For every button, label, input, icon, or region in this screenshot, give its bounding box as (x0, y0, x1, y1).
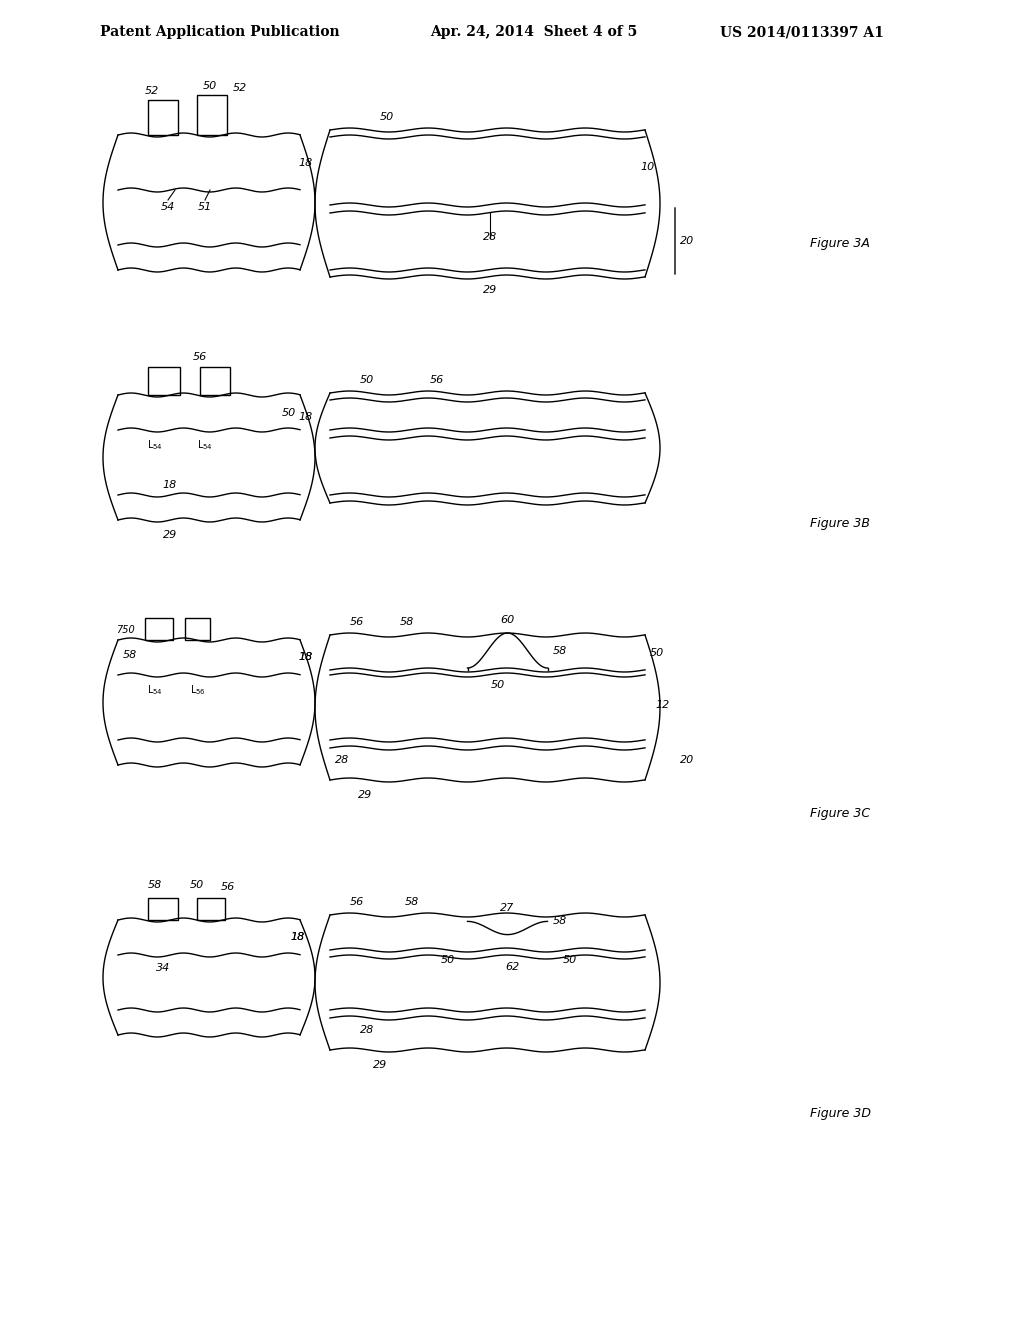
Text: 50: 50 (440, 954, 455, 965)
Text: 50: 50 (562, 954, 577, 965)
Text: 18: 18 (298, 157, 312, 168)
Text: 27: 27 (501, 903, 515, 913)
Text: 18: 18 (298, 652, 312, 663)
Text: 18: 18 (290, 932, 304, 942)
Text: 56: 56 (193, 352, 207, 362)
Text: Patent Application Publication: Patent Application Publication (100, 25, 340, 40)
Text: 56: 56 (350, 616, 365, 627)
Text: 18: 18 (290, 932, 304, 942)
Text: 28: 28 (335, 755, 349, 766)
Text: 62: 62 (506, 962, 519, 972)
Text: Figure 3A: Figure 3A (810, 238, 869, 249)
Text: 12: 12 (655, 700, 670, 710)
Text: 18: 18 (298, 412, 312, 422)
Text: 52: 52 (232, 83, 247, 92)
Text: Figure 3D: Figure 3D (810, 1107, 871, 1119)
Text: 28: 28 (483, 232, 497, 243)
Bar (185, 618, 210, 640)
Text: 50: 50 (282, 408, 296, 417)
Text: 58: 58 (123, 649, 137, 660)
Text: 56: 56 (350, 898, 365, 907)
Text: 54: 54 (161, 202, 175, 213)
Bar (200, 367, 230, 395)
Text: 51: 51 (198, 202, 212, 213)
Text: 50: 50 (650, 648, 665, 657)
Text: 18: 18 (298, 652, 312, 663)
Text: 60: 60 (501, 615, 515, 624)
Bar (148, 898, 178, 920)
Text: 28: 28 (360, 1026, 374, 1035)
Text: US 2014/0113397 A1: US 2014/0113397 A1 (720, 25, 884, 40)
Text: 10: 10 (640, 162, 654, 173)
Text: 29: 29 (373, 1060, 387, 1071)
Text: 56: 56 (430, 375, 444, 385)
Bar (197, 95, 227, 135)
Text: 20: 20 (680, 236, 694, 246)
Text: $\mathsf{L_{54}}$: $\mathsf{L_{54}}$ (197, 438, 213, 451)
Text: Figure 3C: Figure 3C (810, 807, 870, 820)
Text: 29: 29 (163, 531, 177, 540)
Bar (197, 898, 225, 920)
Text: $\mathsf{L_{54}}$: $\mathsf{L_{54}}$ (147, 682, 163, 697)
Text: $\mathsf{L_{54}}$: $\mathsf{L_{54}}$ (147, 438, 163, 451)
Text: 58: 58 (400, 616, 415, 627)
Text: 52: 52 (144, 86, 159, 96)
Text: 750: 750 (116, 624, 134, 635)
Text: Apr. 24, 2014  Sheet 4 of 5: Apr. 24, 2014 Sheet 4 of 5 (430, 25, 637, 40)
Text: 50: 50 (490, 680, 505, 690)
Text: 56: 56 (221, 882, 236, 892)
Text: 34: 34 (156, 964, 170, 973)
Text: 50: 50 (189, 880, 204, 890)
Text: Figure 3B: Figure 3B (810, 517, 870, 531)
Text: 50: 50 (360, 375, 374, 385)
Text: 50: 50 (380, 112, 394, 121)
Text: 50: 50 (203, 81, 217, 91)
Text: 58: 58 (553, 916, 566, 927)
Text: 58: 58 (553, 645, 566, 656)
Text: 29: 29 (483, 285, 497, 294)
Text: $\mathsf{L_{56}}$: $\mathsf{L_{56}}$ (190, 682, 206, 697)
Bar (145, 618, 173, 640)
Text: 58: 58 (147, 880, 162, 890)
Bar (148, 100, 178, 135)
Text: 18: 18 (163, 480, 177, 490)
Text: 29: 29 (357, 789, 372, 800)
Text: 20: 20 (680, 755, 694, 766)
Bar (148, 367, 180, 395)
Text: 58: 58 (406, 898, 419, 907)
